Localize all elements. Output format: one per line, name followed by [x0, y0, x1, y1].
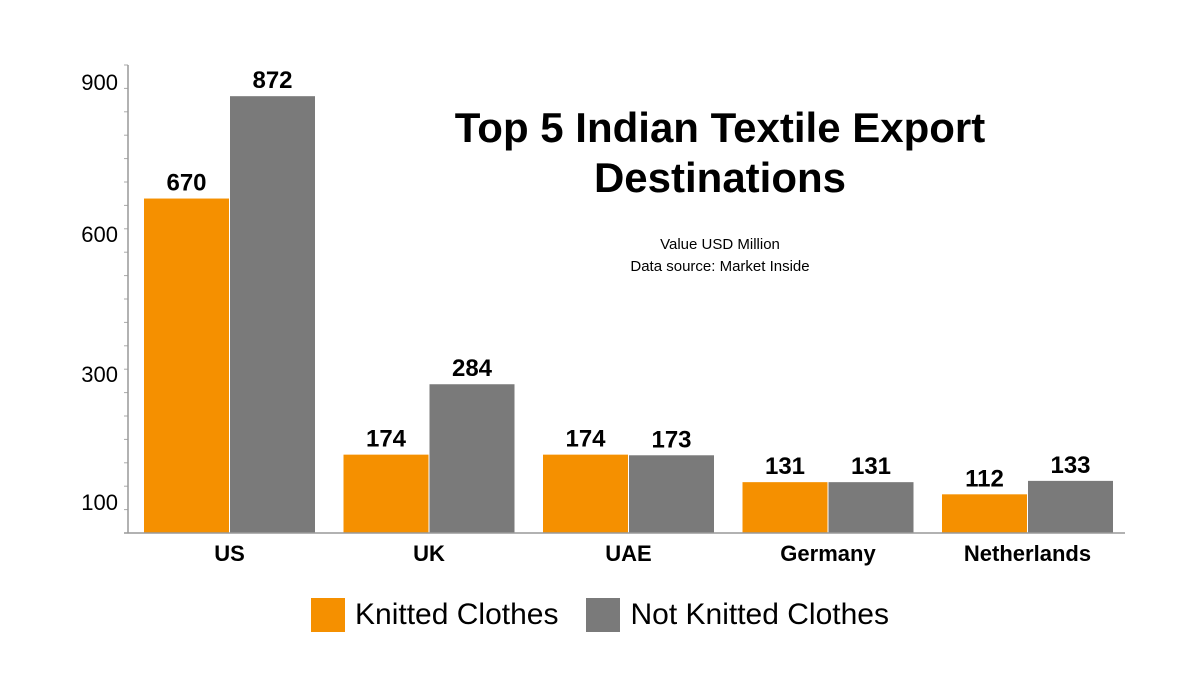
chart-title: Top 5 Indian Textile Export Destinations: [390, 103, 1050, 203]
legend-swatch-knitted: [311, 598, 346, 632]
data-label: 872: [252, 67, 292, 94]
legend-item-knitted: Knitted Clothes: [311, 598, 558, 632]
x-tick-label: US: [214, 541, 245, 566]
bar: [543, 454, 628, 533]
chart-subtitle-line-2: Data source: Market Inside: [630, 258, 810, 275]
x-tick-label: UK: [413, 541, 445, 566]
legend-item-not-knitted: Not Knitted Clothes: [586, 598, 889, 632]
bar: [742, 482, 828, 533]
data-label: 131: [851, 453, 891, 480]
bar: [629, 455, 714, 533]
bars: [144, 96, 1113, 534]
bar: [144, 198, 229, 534]
data-label: 670: [166, 170, 206, 197]
x-tick-label: UAE: [605, 541, 651, 566]
data-label: 133: [1050, 452, 1090, 479]
bar: [343, 454, 429, 533]
category-labels: US UK UAE Germany Netherlands: [214, 541, 1091, 566]
chart-subtitle-line-1: Value USD Million: [660, 236, 780, 253]
data-label: 174: [366, 426, 407, 453]
legend-label-not-knitted: Not Knitted Clothes: [630, 598, 889, 631]
y-tick-label: 300: [81, 362, 118, 387]
legend: Knitted Clothes Not Knitted Clothes: [0, 598, 1200, 632]
data-label: 174: [565, 426, 606, 453]
data-label: 284: [452, 355, 493, 382]
y-tick-label: 100: [81, 490, 118, 515]
y-axis-ticks: 900 600 300 100: [81, 64, 128, 534]
data-label: 112: [965, 465, 1004, 492]
x-tick-label: Netherlands: [964, 541, 1091, 566]
chart-title-line-1: Top 5 Indian Textile Export: [454, 104, 986, 151]
chart-title-line-2: Destinations: [593, 154, 847, 201]
bar: [828, 482, 914, 533]
y-tick-label: 900: [81, 70, 118, 95]
legend-label-knitted: Knitted Clothes: [355, 598, 559, 631]
x-tick-label: Germany: [780, 541, 876, 566]
bar: [230, 96, 315, 533]
data-label: 173: [651, 426, 691, 453]
y-tick-label: 600: [81, 222, 118, 247]
data-label: 131: [765, 453, 805, 480]
legend-swatch-not-knitted: [586, 598, 621, 632]
value-labels: 670 872 174 284 174 173 131 131 112 133: [166, 67, 1090, 492]
bar: [942, 494, 1027, 533]
bar: [1028, 480, 1113, 533]
chart-subtitle: Value USD Million Data source: Market In…: [520, 234, 920, 278]
bar: [429, 384, 515, 533]
